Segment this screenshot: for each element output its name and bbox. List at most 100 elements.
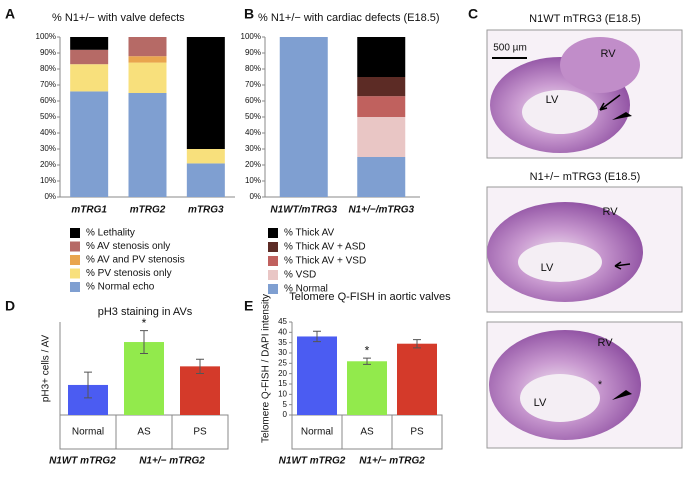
x-tick-label: mTRG2 bbox=[130, 205, 166, 216]
legend-label: % Normal bbox=[284, 284, 328, 295]
chamber bbox=[522, 90, 598, 134]
y-tick-label: 15 bbox=[278, 379, 287, 388]
x-tick-label: PS bbox=[410, 427, 424, 438]
y-tick-label: 50% bbox=[245, 112, 261, 121]
y-tick-label: 30 bbox=[278, 348, 287, 357]
legend-swatch bbox=[70, 268, 80, 279]
error-bar bbox=[413, 339, 421, 349]
y-tick-label: 30% bbox=[245, 144, 261, 153]
y-tick-label: 5 bbox=[283, 400, 288, 409]
group-label: N1+/− mTRG2 bbox=[139, 456, 205, 467]
y-tick-label: 100% bbox=[241, 32, 261, 41]
image-title: N1WT mTRG3 (E18.5) bbox=[529, 13, 641, 25]
y-tick-label: 0 bbox=[283, 410, 288, 419]
bar-segment bbox=[279, 37, 328, 197]
legend-label: % Lethality bbox=[86, 228, 135, 239]
image-label: RV bbox=[600, 48, 616, 60]
bar-segment bbox=[70, 64, 109, 92]
bar-segment bbox=[357, 96, 406, 117]
y-tick-label: 60% bbox=[245, 96, 261, 105]
bar-segment bbox=[128, 62, 167, 93]
bar bbox=[124, 342, 164, 415]
y-tick-label: 70% bbox=[245, 80, 261, 89]
x-tick-label: mTRG3 bbox=[188, 205, 224, 216]
error-bar bbox=[363, 357, 371, 365]
image-title: N1+/− mTRG3 (E18.5) bbox=[530, 171, 641, 183]
bar bbox=[180, 366, 220, 415]
histology bbox=[486, 29, 683, 449]
y-axis-label: pH3+ cells / AV bbox=[41, 335, 52, 403]
chart-title: % N1+/− with valve defects bbox=[52, 12, 185, 24]
legend-swatch bbox=[70, 228, 80, 238]
y-tick-label: 10 bbox=[278, 389, 287, 398]
group-label: N1+/− mTRG2 bbox=[359, 456, 425, 467]
x-tick-label: N1+/−/mTRG3 bbox=[348, 205, 414, 216]
legend-label: % AV and PV stenosis bbox=[86, 255, 185, 266]
image-label: RV bbox=[602, 206, 618, 218]
bar-segment bbox=[70, 91, 109, 197]
bar-segment bbox=[70, 37, 109, 50]
panel-label: B bbox=[244, 6, 254, 22]
legend-swatch bbox=[70, 255, 80, 265]
error-bar bbox=[84, 371, 92, 399]
legend-swatch bbox=[268, 242, 278, 252]
chamber bbox=[518, 242, 602, 282]
image-label: LV bbox=[534, 397, 547, 409]
y-tick-label: 50% bbox=[40, 112, 56, 121]
x-tick-label: N1WT/mTRG3 bbox=[270, 205, 337, 216]
bar bbox=[397, 343, 437, 415]
significance: * bbox=[142, 316, 147, 330]
significance: * bbox=[365, 343, 370, 357]
chart-title: % N1+/− with cardiac defects (E18.5) bbox=[258, 12, 440, 24]
x-tick-label: AS bbox=[137, 427, 151, 438]
y-tick-label: 80% bbox=[40, 64, 56, 73]
legend-swatch bbox=[268, 228, 278, 238]
scale-label: 500 µm bbox=[493, 43, 527, 54]
y-tick-label: 40% bbox=[40, 128, 56, 137]
panel-label: C bbox=[468, 6, 478, 22]
bar-segment bbox=[70, 49, 109, 65]
bar-segment bbox=[186, 37, 225, 149]
bar-segment bbox=[357, 77, 406, 97]
legend-label: % VSD bbox=[284, 270, 316, 281]
error-bar bbox=[140, 330, 148, 354]
image-label: * bbox=[598, 379, 603, 391]
image-label: RV bbox=[597, 337, 613, 349]
y-tick-label: 10% bbox=[40, 176, 56, 185]
y-tick-label: 20% bbox=[40, 160, 56, 169]
y-tick-label: 90% bbox=[40, 48, 56, 57]
legend-label: % Thick AV + VSD bbox=[284, 256, 366, 267]
y-tick-label: 0% bbox=[44, 192, 56, 201]
chart-title: pH3 staining in AVs bbox=[98, 306, 193, 318]
legend-label: % PV stenosis only bbox=[86, 268, 172, 279]
legend-label: % Thick AV bbox=[284, 228, 335, 239]
image-label: LV bbox=[541, 262, 554, 274]
legend-swatch bbox=[268, 284, 278, 294]
y-tick-label: 60% bbox=[40, 96, 56, 105]
y-tick-label: 20% bbox=[245, 160, 261, 169]
bar-segment bbox=[186, 163, 225, 197]
arrowhead bbox=[612, 112, 632, 120]
y-tick-label: 45 bbox=[278, 317, 287, 326]
bar-segment bbox=[128, 93, 167, 197]
x-tick-label: mTRG1 bbox=[71, 205, 107, 216]
x-tick-label: PS bbox=[193, 427, 207, 438]
bar-segment bbox=[186, 149, 225, 164]
bar bbox=[347, 361, 387, 415]
legend-swatch bbox=[70, 241, 80, 252]
error-bar bbox=[313, 330, 321, 343]
y-axis-label: Telomere Q-FISH / DAPI intensity bbox=[261, 294, 272, 443]
chart-title: Telomere Q-FISH in aortic valves bbox=[289, 291, 451, 303]
bar-segment bbox=[357, 157, 406, 197]
bar-segment bbox=[357, 117, 406, 157]
y-tick-label: 70% bbox=[40, 80, 56, 89]
bar-segment bbox=[128, 37, 167, 57]
legend-label: % Normal echo bbox=[86, 282, 155, 293]
panel-label: E bbox=[244, 298, 253, 314]
legend-label: % Thick AV + ASD bbox=[284, 242, 366, 253]
bar-segment bbox=[128, 56, 167, 63]
bar-segment bbox=[357, 37, 406, 77]
y-tick-label: 30% bbox=[40, 144, 56, 153]
x-tick-label: Normal bbox=[301, 427, 333, 438]
